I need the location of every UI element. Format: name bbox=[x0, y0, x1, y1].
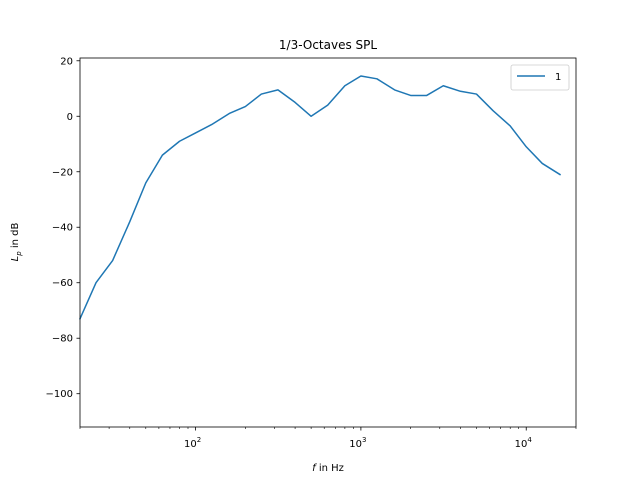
y-axis-label-subscript: p bbox=[15, 251, 23, 257]
plot-area bbox=[79, 75, 562, 320]
chart-title: 1/3-Octaves SPL bbox=[279, 38, 377, 52]
legend: 1 bbox=[510, 64, 570, 91]
y-axis-label: Lp in dB bbox=[10, 223, 23, 262]
x-tick-label-exponent: 2 bbox=[197, 436, 201, 444]
y-tick-label: −80 bbox=[52, 334, 73, 345]
y-tick-label: 0 bbox=[67, 112, 73, 123]
x-tick-label-base: 10 bbox=[515, 439, 528, 450]
y-tick-label: −40 bbox=[52, 223, 73, 234]
x-tick-label-base: 10 bbox=[184, 439, 197, 450]
y-axis-label-variable: L bbox=[10, 256, 21, 262]
x-tick-label-exponent: 3 bbox=[362, 436, 366, 444]
y-tick-label: −20 bbox=[52, 167, 73, 178]
x-tick-label: 102 bbox=[184, 436, 201, 450]
x-axis-label-variable: f bbox=[312, 463, 317, 474]
axes-frame bbox=[79, 57, 577, 428]
y-tick-label: −100 bbox=[46, 389, 73, 400]
x-tick-label-base: 10 bbox=[349, 439, 362, 450]
x-tick-label-exponent: 4 bbox=[527, 436, 532, 444]
x-axis-label-text: in Hz bbox=[316, 463, 344, 474]
legend-label-series-1: 1 bbox=[555, 72, 561, 83]
series-line-1 bbox=[79, 75, 562, 320]
y-axis-label-text: in dB bbox=[10, 223, 21, 252]
legend-box bbox=[510, 64, 570, 91]
y-tick-label: 20 bbox=[60, 56, 73, 67]
x-axis-label: f in Hz bbox=[312, 463, 344, 474]
x-tick-label: 103 bbox=[349, 436, 366, 450]
x-axis: 102 103 104 bbox=[79, 427, 577, 450]
y-axis: 20 0 −20 −40 −60 −80 −100 bbox=[46, 56, 80, 400]
y-tick-label: −60 bbox=[52, 278, 73, 289]
x-tick-label: 104 bbox=[515, 436, 533, 450]
